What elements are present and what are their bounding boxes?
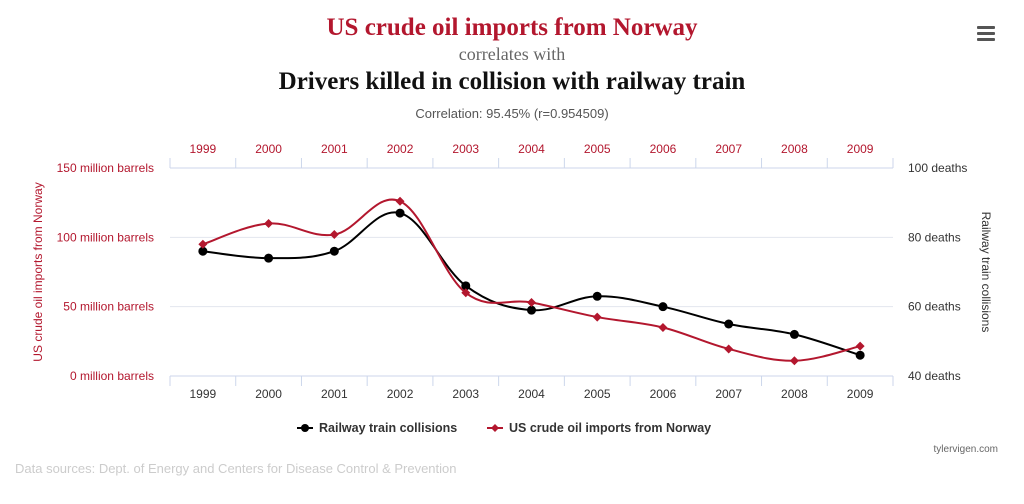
data-point [658, 322, 668, 332]
data-point [461, 288, 471, 298]
data-point [329, 246, 339, 256]
credit-text: tylervigen.com [933, 444, 998, 455]
data-point [789, 329, 799, 339]
data-point [724, 344, 734, 354]
data-point [592, 312, 602, 322]
right-axis-tick-label: 40 deaths [908, 369, 961, 383]
correlation-text: Correlation: 95.45% (r=0.954509) [415, 106, 609, 121]
x-tick-label: 2004 [518, 387, 545, 401]
x-tick-label: 2008 [781, 387, 808, 401]
x-tick-label: 2006 [650, 387, 677, 401]
left-axis-tick-label: 100 million barrels [57, 230, 154, 244]
left-axis-tick-label: 0 million barrels [70, 369, 154, 383]
x-tick-label: 2005 [584, 387, 611, 401]
x-tick-label-top: 2006 [650, 142, 677, 156]
data-sources-text: Data sources: Dept. of Energy and Center… [15, 461, 457, 476]
x-tick-label-top: 1999 [190, 142, 217, 156]
data-point [527, 298, 536, 308]
x-tick-label-top: 2003 [452, 142, 479, 156]
right-axis-tick-label: 100 deaths [908, 161, 967, 175]
legend-item[interactable]: US crude oil imports from Norway [509, 421, 711, 435]
data-point [198, 239, 208, 249]
data-point [329, 230, 339, 240]
legend-item[interactable]: Railway train collisions [319, 421, 457, 435]
x-tick-label: 2002 [387, 387, 414, 401]
x-tick-label-top: 2000 [255, 142, 282, 156]
correlates-with-text: correlates with [458, 44, 566, 64]
x-tick-label-top: 2001 [321, 142, 348, 156]
data-point [264, 253, 274, 263]
x-tick-label: 2003 [452, 387, 479, 401]
x-tick-label: 2009 [847, 387, 874, 401]
data-point [461, 281, 471, 291]
left-axis-tick-label: 50 million barrels [63, 300, 154, 314]
x-tick-label: 1999 [190, 387, 217, 401]
x-tick-label-top: 2007 [715, 142, 742, 156]
x-tick-label: 2007 [715, 387, 742, 401]
chart-subtitle: Drivers killed in collision with railway… [278, 68, 746, 95]
data-point [198, 246, 208, 256]
data-point [592, 291, 602, 301]
data-point [789, 356, 799, 366]
x-tick-label-top: 2008 [781, 142, 808, 156]
data-point [395, 196, 405, 206]
x-tick-label-top: 2002 [387, 142, 414, 156]
x-tick-label: 2000 [255, 387, 282, 401]
data-point [855, 341, 865, 351]
data-point [855, 350, 865, 360]
right-axis-label: Railway train collisions [979, 212, 993, 333]
x-tick-label-top: 2005 [584, 142, 611, 156]
chart-title: US crude oil imports from Norway [326, 14, 698, 41]
data-point [264, 218, 274, 228]
data-point [527, 305, 536, 315]
data-point [724, 319, 734, 329]
left-axis-label: US crude oil imports from Norway [31, 182, 45, 361]
x-tick-label-top: 2004 [518, 142, 545, 156]
hamburger-menu-icon[interactable] [977, 26, 995, 42]
series-line-1 [202, 198, 861, 362]
left-axis-tick-label: 150 million barrels [57, 161, 154, 175]
x-tick-label-top: 2009 [847, 142, 874, 156]
right-axis-tick-label: 60 deaths [908, 300, 961, 314]
legend-marker [491, 424, 499, 432]
x-tick-label: 2001 [321, 387, 348, 401]
data-point [658, 302, 668, 312]
data-point [395, 208, 405, 218]
legend-marker [301, 424, 309, 432]
series-line-0 [202, 211, 861, 357]
right-axis-tick-label: 80 deaths [908, 230, 961, 244]
